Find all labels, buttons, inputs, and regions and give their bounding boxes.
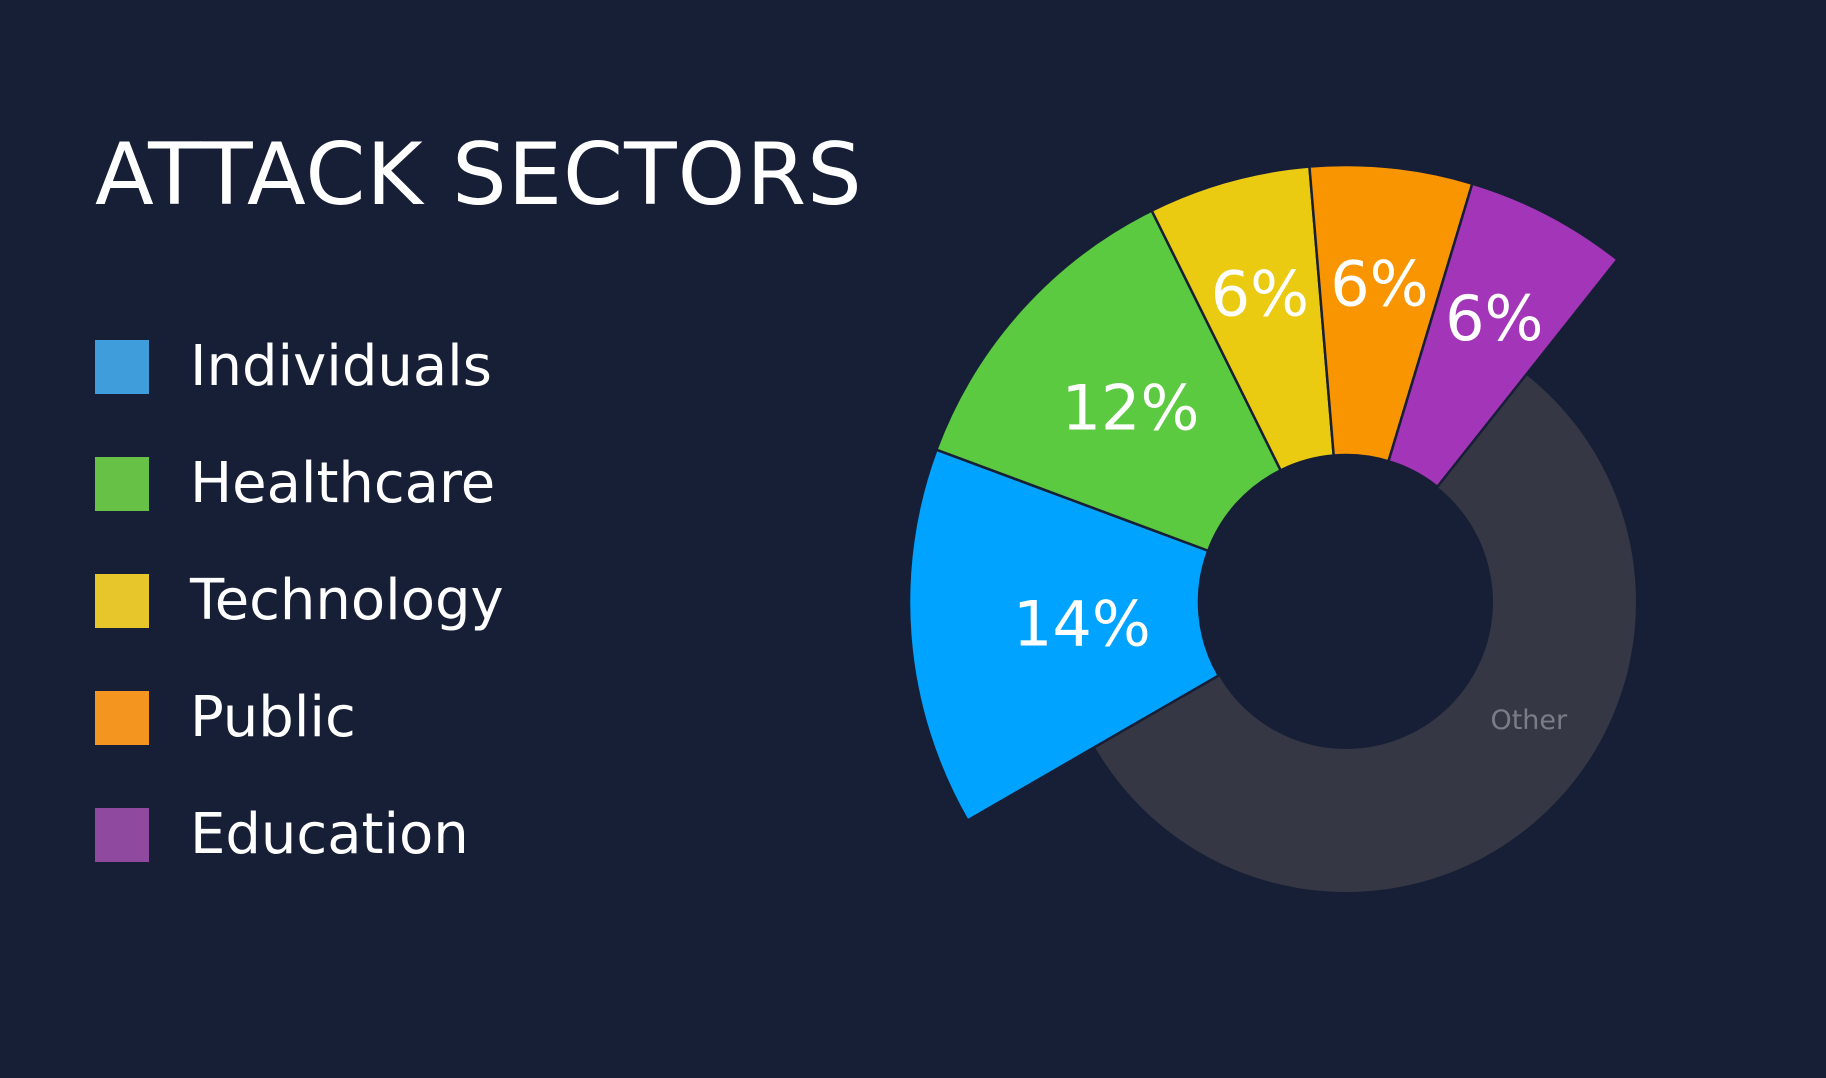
legend-item-technology: Technology (95, 568, 735, 633)
data-label-public: 6% (1330, 247, 1428, 320)
chart-title: ATTACK SECTORS (95, 125, 863, 225)
segments-group (907, 163, 1619, 822)
legend-label-public: Public (190, 685, 356, 750)
legend-swatch-healthcare (95, 457, 149, 511)
segment-labels-group: 14%12%6% 6% 6%Other (1013, 247, 1568, 736)
legend-swatch-public (95, 691, 149, 745)
segment-education (1387, 182, 1619, 489)
data-label-individuals: 14% (1013, 588, 1151, 661)
legend-label-healthcare: Healthcare (190, 451, 496, 516)
legend-swatch-individuals (95, 340, 149, 394)
data-label-healthcare: 12% (1062, 372, 1200, 445)
segment-other (1094, 374, 1636, 893)
other-segment-group (1094, 374, 1636, 893)
legend-swatch-technology (95, 574, 149, 628)
data-label-education: 6% (1445, 282, 1543, 355)
legend-item-education: Education (95, 802, 735, 867)
legend-item-healthcare: Healthcare (95, 451, 735, 516)
legend-label-technology: Technology (190, 568, 504, 633)
legend-label-individuals: Individuals (190, 334, 492, 399)
legend-item-individuals: Individuals (95, 334, 735, 399)
segment-individuals (907, 448, 1220, 822)
data-label-other: Other (1490, 705, 1568, 736)
legend-item-public: Public (95, 685, 735, 750)
segment-healthcare (935, 209, 1282, 553)
legend-swatch-education (95, 808, 149, 862)
legend-label-education: Education (190, 802, 469, 867)
data-label-technology: 6% (1211, 257, 1309, 330)
